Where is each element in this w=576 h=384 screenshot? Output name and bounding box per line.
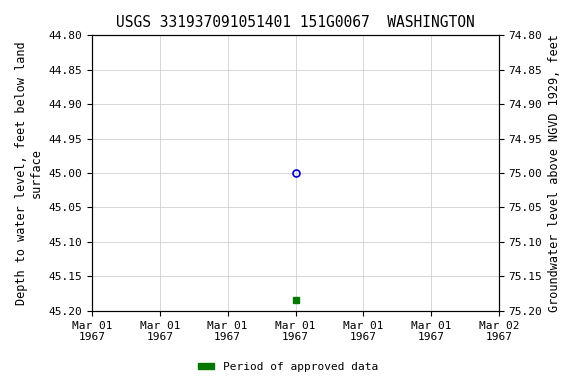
Y-axis label: Groundwater level above NGVD 1929, feet: Groundwater level above NGVD 1929, feet — [548, 34, 561, 312]
Legend: Period of approved data: Period of approved data — [193, 358, 383, 377]
Y-axis label: Depth to water level, feet below land
surface: Depth to water level, feet below land su… — [15, 41, 43, 305]
Title: USGS 331937091051401 151G0067  WASHINGTON: USGS 331937091051401 151G0067 WASHINGTON — [116, 15, 475, 30]
